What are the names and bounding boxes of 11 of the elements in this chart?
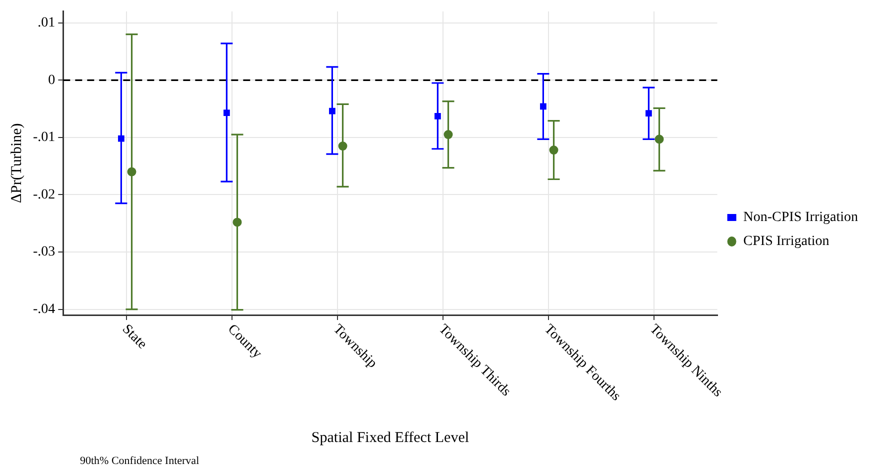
legend-label: Non-CPIS Irrigation: [743, 210, 858, 226]
text: 90th% Confidence Interval: [80, 455, 200, 467]
y-axis-title: ΔPr(Turbine): [8, 123, 25, 204]
y-tick-label: -.04: [32, 302, 56, 317]
x-axis-title: Spatial Fixed Effect Level: [311, 430, 470, 446]
y-tick-label: -.03: [32, 244, 56, 260]
y-tick-label: 0: [48, 72, 56, 88]
y-tick-label: -.01: [32, 130, 56, 146]
y-tick-label: .01: [38, 16, 56, 31]
legend-label: CPIS Irrigation: [743, 234, 830, 250]
y-tick-label: -.02: [32, 187, 56, 202]
